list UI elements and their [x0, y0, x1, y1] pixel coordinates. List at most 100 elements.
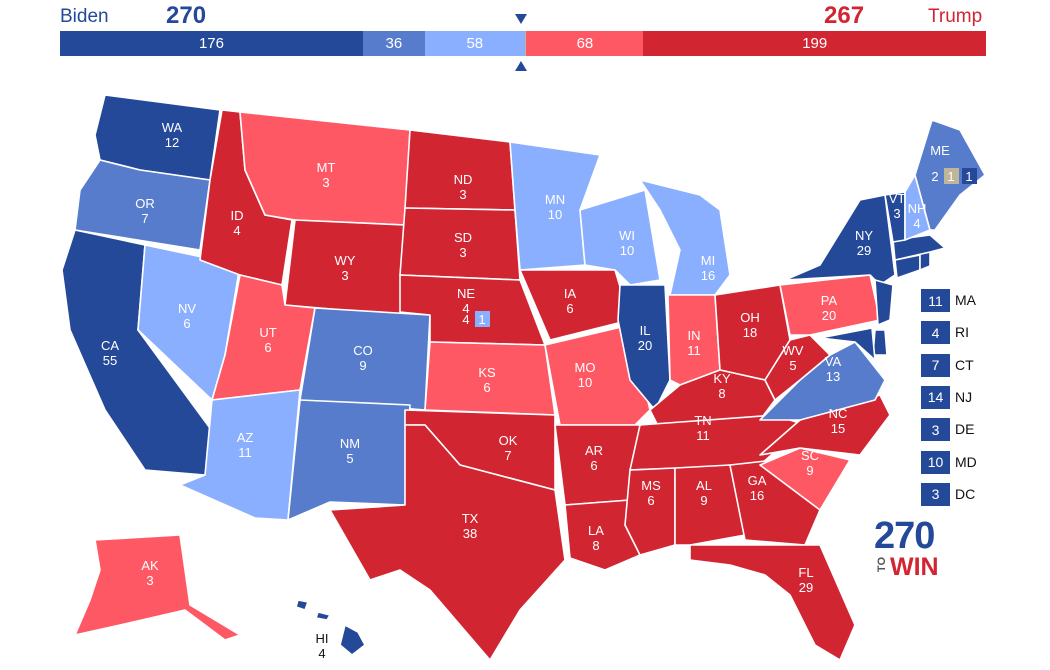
state-label-TX: TX: [462, 511, 479, 526]
state-ev-TN: 11: [696, 428, 710, 443]
state-ev-IA: 6: [566, 301, 573, 316]
me-cd2-box: [944, 168, 959, 184]
callout-label-NJ: NJ: [955, 388, 973, 405]
state-label-MS: MS: [641, 478, 661, 493]
state-ev-KY: 8: [718, 386, 725, 401]
state-NY[interactable]: [784, 194, 896, 286]
state-AK[interactable]: [74, 534, 241, 641]
state-label-ND: ND: [454, 172, 473, 187]
state-ev-WI: 10: [620, 243, 634, 258]
bar-segment: 58: [424, 31, 525, 56]
state-ev-OH: 18: [743, 325, 757, 340]
state-label-IA: IA: [564, 286, 577, 301]
state-label-KS: KS: [478, 365, 496, 380]
state-ev-VA: 13: [826, 369, 840, 384]
state-label-NC: NC: [829, 406, 848, 421]
state-HI[interactable]: [295, 599, 366, 656]
state-AZ[interactable]: [179, 389, 301, 521]
state-label-WY: WY: [335, 253, 356, 268]
state-ev-MT: 3: [322, 175, 329, 190]
callout-ev-CT[interactable]: 7: [921, 353, 950, 377]
state-OR[interactable]: [74, 159, 211, 251]
state-ev-IN: 11: [687, 343, 701, 358]
state-ev-NC: 15: [831, 421, 845, 436]
state-ev-OK: 7: [504, 448, 511, 463]
state-ev-ID: 4: [233, 223, 240, 238]
state-label-PA: PA: [821, 293, 838, 308]
callout-label-CT: CT: [955, 356, 974, 373]
state-label-NH: NH: [908, 201, 927, 216]
callout-label-MA: MA: [955, 292, 976, 308]
trump-name: Trump: [928, 6, 983, 27]
callout-ev-DC[interactable]: 3: [921, 482, 950, 506]
state-ev-UT: 6: [264, 340, 271, 355]
state-ev-GA: 16: [750, 488, 764, 503]
state-NM[interactable]: [287, 399, 411, 521]
state-ev-LA: 8: [592, 538, 599, 553]
state-DE[interactable]: [872, 329, 888, 356]
state-label-WA: WA: [162, 120, 183, 135]
state-ev-WY: 3: [341, 268, 348, 283]
callout-ev-MA[interactable]: 11: [921, 289, 950, 312]
state-AL[interactable]: [674, 464, 746, 546]
callout-ev-MD[interactable]: 10: [921, 450, 950, 474]
callout-ev-RI[interactable]: 4: [921, 321, 950, 345]
bar-segment: [524, 31, 527, 56]
state-label-CA: CA: [101, 338, 119, 353]
state-label-WI: WI: [619, 228, 635, 243]
logo-prefix: TO: [876, 557, 888, 573]
state-ev-AR: 6: [590, 458, 597, 473]
state-GA[interactable]: [729, 459, 821, 546]
state-ev-SD: 3: [459, 245, 466, 260]
state-label-CO: CO: [353, 343, 373, 358]
state-label-ME: ME: [930, 143, 950, 158]
state-ev-HI: 4: [318, 646, 325, 661]
state-label-SC: SC: [801, 448, 819, 463]
state-ev-AL: 9: [700, 493, 707, 508]
me-at-large-value: 2: [931, 169, 938, 184]
state-label-WV: WV: [783, 343, 804, 358]
270-marker-top-icon: [515, 14, 527, 24]
270towin-logo: 270 TO WIN: [874, 517, 944, 583]
state-TX[interactable]: [329, 424, 566, 661]
state-label-FL: FL: [798, 565, 813, 580]
callout-label-RI: RI: [955, 324, 969, 341]
state-NJ[interactable]: [874, 279, 894, 326]
state-label-MO: MO: [575, 360, 596, 375]
state-label-HI: HI: [316, 631, 329, 646]
state-label-NV: NV: [178, 301, 196, 316]
state-UT[interactable]: [211, 274, 316, 401]
state-label-MT: MT: [317, 160, 336, 175]
state-ev-MO: 10: [578, 375, 592, 390]
logo-number: 270: [874, 515, 935, 557]
state-ev-TX: 38: [463, 526, 477, 541]
state-ev-ND: 3: [459, 187, 466, 202]
state-ev-NE: 4: [462, 301, 469, 316]
callout-label-DE: DE: [955, 421, 975, 438]
state-MS[interactable]: [624, 467, 676, 556]
state-MD[interactable]: [819, 327, 876, 361]
state-SC[interactable]: [759, 447, 851, 511]
state-FL[interactable]: [689, 544, 856, 661]
state-ev-NY: 29: [857, 243, 871, 258]
state-ev-MN: 10: [548, 207, 562, 222]
state-MA[interactable]: [892, 234, 946, 261]
state-ev-VT: 3: [893, 206, 900, 221]
electoral-vote-bar: 176 36 58 68 199: [60, 31, 986, 56]
callout-ev-DE[interactable]: 3: [921, 418, 950, 442]
logo-word: WIN: [890, 553, 939, 581]
state-label-LA: LA: [588, 523, 604, 538]
state-label-OK: OK: [499, 433, 518, 448]
state-WV[interactable]: [764, 334, 831, 401]
state-label-KY: KY: [713, 371, 731, 386]
state-ev-CO: 9: [359, 358, 366, 373]
state-ev-AZ: 11: [238, 445, 252, 460]
state-ev-NH: 4: [913, 216, 920, 231]
me-cd2-value: 1: [947, 169, 954, 184]
state-ev-MS: 6: [647, 493, 654, 508]
state-label-VA: VA: [825, 354, 842, 369]
state-label-OH: OH: [740, 310, 760, 325]
callout-ev-NJ[interactable]: 14: [921, 385, 950, 409]
state-ev-OR: 7: [141, 211, 148, 226]
us-electoral-map[interactable]: WA12OR7CA55NV6ID4MT3WY3UT6AZ11CO9NM5ND3S…: [0, 80, 1050, 670]
